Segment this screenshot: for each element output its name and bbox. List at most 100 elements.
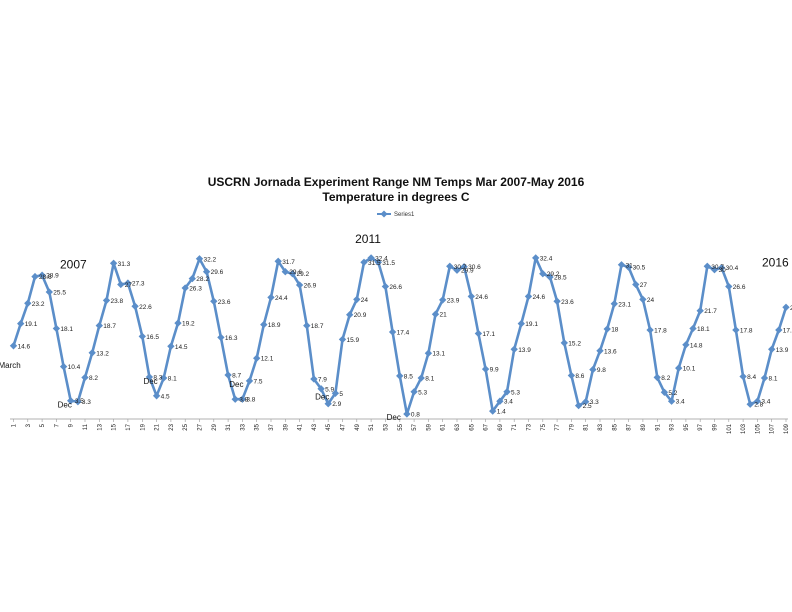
data-point-marker [539,270,547,278]
legend-marker-swatch [380,210,388,218]
data-label: 29.6 [211,269,224,276]
data-label: 32.4 [375,255,388,262]
x-tick-label: 41 [298,423,304,430]
data-label: 8.6 [575,373,584,380]
x-tick-label: 81 [584,423,590,430]
x-tick-label: 1 [12,423,18,427]
data-label: 18 [611,327,619,334]
x-tick-label: 99 [713,423,719,430]
chart-title: USCRN Jornada Experiment Range NM Temps … [208,175,585,189]
data-label: 19.1 [525,321,538,328]
data-point-marker [589,365,597,374]
data-point-marker [553,297,561,305]
data-label: 5.2 [668,390,677,397]
x-tick-label: 29 [212,423,218,430]
x-tick-label: 103 [741,423,747,434]
data-point-marker [703,262,711,270]
chart-annotation: 2007 [60,258,87,272]
data-label: 18.7 [311,323,324,330]
data-point-marker [288,270,297,278]
data-label: 29.2 [547,271,560,278]
data-label: 21.7 [704,308,717,315]
data-point-marker [52,324,61,333]
data-point-marker [775,326,783,334]
x-tick-label: 97 [698,423,704,430]
x-tick-label: 3 [26,423,32,427]
chart-annotation: Dec [315,392,329,401]
data-point-marker [331,389,340,397]
data-point-marker [717,264,726,272]
data-label: 9.9 [490,367,499,374]
data-point-marker [95,321,103,330]
chart-annotation: 2016 [762,255,789,269]
data-label: 3.3 [590,399,599,406]
data-point-marker [689,324,697,333]
x-tick-label: 47 [341,423,347,430]
data-label: 18.9 [268,322,281,329]
data-point-marker [181,284,189,292]
data-point-marker [725,282,733,291]
x-tick-label: 95 [684,423,690,430]
data-point-marker [109,259,118,267]
data-label: 31 [626,262,634,269]
data-point-marker [353,295,361,304]
data-label: 5.3 [418,389,427,396]
data-point-marker [439,296,447,304]
data-label: 25.5 [53,290,66,297]
chart-annotation: March [0,361,21,370]
data-point-marker [9,342,18,350]
data-label: 5.3 [511,389,520,396]
data-point-marker [238,395,247,403]
data-point-marker [532,254,540,262]
data-label: 29.2 [297,271,310,278]
data-point-marker [667,397,676,405]
data-label: 17.8 [654,328,667,335]
data-label: 1.4 [497,409,506,416]
data-point-marker [88,349,96,357]
data-point-marker [267,293,275,302]
data-label: 28.5 [554,275,567,282]
data-label: 26.6 [733,284,746,291]
x-tick-label: 23 [169,423,175,430]
data-point-marker [768,345,776,353]
data-label: 26.3 [189,286,202,293]
data-label: 28.9 [46,273,59,280]
x-tick-label: 27 [198,423,204,430]
data-point-marker [245,377,254,385]
data-label: 16.5 [146,334,159,341]
data-label: 32.2 [204,256,217,263]
data-label: 29.6 [289,269,302,276]
x-tick-label: 73 [527,423,533,430]
data-label: 14.8 [690,342,703,349]
data-point-marker [582,398,590,406]
data-label: 22.6 [139,304,152,311]
data-point-marker [410,388,418,396]
data-label: 23.1 [618,301,631,308]
chart-annotations: 2007 2011 2016 March Dec Dec Dec Dec Dec [0,232,789,422]
data-label: 21 [440,312,448,319]
data-point-marker [167,342,175,350]
x-tick-label: 15 [112,423,118,430]
data-point-marker [324,400,332,408]
data-point-marker [431,310,440,318]
chart-annotation: 2011 [355,232,381,246]
data-label: 8.2 [661,375,670,382]
data-label: 0.8 [411,412,420,419]
data-label: 31.5 [382,260,395,267]
x-tick-label: 93 [670,423,676,430]
data-label: 18.1 [60,326,73,333]
x-tick-label: 49 [355,423,361,430]
data-label: 23.2 [32,301,45,308]
data-point-marker [45,288,53,296]
x-tick-label: 53 [383,423,389,430]
x-tick-label: 71 [512,423,518,430]
x-tick-label: 75 [541,423,547,430]
data-point-marker [675,364,683,372]
x-tick-label: 17 [126,423,132,430]
data-point-marker [653,373,661,382]
data-point-marker [503,388,511,396]
data-label: 24.6 [533,294,546,301]
data-label: 26.6 [389,284,402,291]
data-label: 8.7 [232,373,241,380]
data-label: 30.6 [468,264,481,271]
